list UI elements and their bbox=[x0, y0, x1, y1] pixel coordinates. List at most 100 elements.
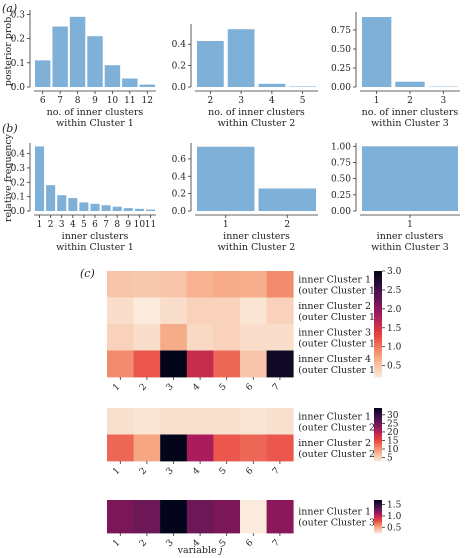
heatmap1-colorbar-segment bbox=[374, 347, 382, 351]
heatmap1-row-label: inner Cluster 4 bbox=[298, 354, 371, 365]
chart6-ytick-label: 0.25 bbox=[331, 191, 351, 201]
heatmap2-xtick-label: 1 bbox=[111, 466, 122, 477]
heatmap1-cell-r4-c3 bbox=[160, 350, 188, 378]
heatmap1-colorbar-segment bbox=[374, 284, 382, 288]
heatmap1-xtick-label: 3 bbox=[165, 382, 176, 393]
heatmap2-colorbar-segment bbox=[374, 425, 382, 427]
chart4-bar-2 bbox=[46, 185, 56, 211]
chart1-bar-11 bbox=[122, 78, 138, 87]
chart3-xlabel-line-1: no. of inner clusters bbox=[362, 107, 459, 118]
chart2-ytick-label: 0.4 bbox=[172, 40, 187, 50]
chart5-xlabel-line-2: within Cluster 2 bbox=[218, 242, 296, 253]
chart4-ytick-label: 0.4 bbox=[11, 150, 26, 160]
chart1-xtick-label: 7 bbox=[57, 96, 63, 106]
heatmap3-colorbar-segment bbox=[374, 529, 382, 531]
heatmap1-cell-r4-c7 bbox=[266, 350, 294, 378]
heatmap3-colorbar-segment bbox=[374, 531, 382, 533]
chart2-xtick-label: 5 bbox=[300, 96, 306, 106]
heatmap2-cell-r1-c4 bbox=[186, 408, 214, 435]
chart5-bar-2 bbox=[258, 188, 316, 211]
heatmap1-row-label: (outer Cluster 1) bbox=[298, 365, 379, 376]
heatmap3-colorbar-segment bbox=[374, 517, 382, 519]
heatmap1-colorbar-segment bbox=[374, 289, 382, 293]
chart4-bar-5 bbox=[79, 202, 89, 211]
heatmap1-colorbar-label: 1.5 bbox=[387, 324, 402, 334]
heatmap2-colorbar-segment bbox=[374, 419, 382, 422]
heatmap1-colorbar-segment bbox=[374, 353, 382, 357]
heatmap3-colorbar-segment bbox=[374, 519, 382, 522]
heatmap2-colorbar-segment bbox=[374, 421, 382, 423]
chart1-xtick-label: 6 bbox=[40, 96, 46, 106]
heatmap1-colorbar-segment bbox=[374, 334, 382, 338]
heatmap3-colorbar-segment bbox=[374, 514, 382, 516]
heatmap1-xtick-label: 4 bbox=[191, 382, 202, 393]
heatmap2-cell-r1-c2 bbox=[133, 408, 161, 435]
chart5-xtick-label: 1 bbox=[223, 220, 229, 230]
heatmap3-cell-r1-c2 bbox=[133, 500, 161, 534]
heatmap1-colorbar-segment bbox=[374, 369, 382, 373]
chart4-xtick-label: 2 bbox=[48, 220, 54, 230]
chart4-xtick-label: 3 bbox=[59, 220, 65, 230]
heatmap3-colorbar-segment bbox=[374, 516, 382, 518]
heatmap1-cell-r3-c7 bbox=[266, 324, 294, 351]
heatmap1-colorbar-segment bbox=[374, 297, 382, 301]
heatmap2-colorbar-segment bbox=[374, 437, 382, 439]
heatmap2-colorbar-segment bbox=[374, 445, 382, 447]
heatmap2-xtick-label: 7 bbox=[271, 466, 282, 477]
chart1-ytick-label: 0.1 bbox=[11, 59, 25, 69]
chart4-bar-7 bbox=[101, 205, 111, 211]
heatmap1-cell-r1-c3 bbox=[160, 271, 188, 298]
heatmap1-colorbar-segment bbox=[374, 329, 382, 333]
chart5-bar-1 bbox=[197, 146, 255, 211]
heatmap1-colorbar-segment bbox=[374, 331, 382, 335]
chart4-bar-9 bbox=[123, 208, 133, 211]
heatmap1-colorbar-segment bbox=[374, 276, 382, 280]
heatmap1-colorbar-segment bbox=[374, 337, 382, 341]
chart4-xtick-label: 4 bbox=[70, 220, 76, 230]
heatmap2-cell-r1-c7 bbox=[266, 408, 294, 435]
chart3-xlabel-line-2: within Cluster 3 bbox=[371, 118, 449, 129]
heatmap2-colorbar-segment bbox=[374, 430, 382, 433]
chart4-bar-3 bbox=[57, 195, 67, 211]
chart5-ytick-label: 0.4 bbox=[172, 172, 187, 182]
chart2-xtick-label: 3 bbox=[238, 96, 244, 106]
heatmap3-colorbar-segment bbox=[374, 509, 382, 512]
heatmap3-colorbar-segment bbox=[374, 510, 382, 512]
heatmap1-cell-r1-c6 bbox=[240, 271, 267, 298]
chart4-ytick-label: 0.1 bbox=[11, 193, 25, 203]
chart4-xtick-label: 11 bbox=[145, 220, 156, 230]
heatmap1-colorbar-label: 2.0 bbox=[387, 305, 402, 315]
heatmap2-colorbar-segment bbox=[374, 417, 382, 419]
chart4-xtick-label: 10 bbox=[134, 220, 146, 230]
heatmap2-row-label: inner Cluster 2 bbox=[298, 438, 371, 449]
heatmap3-xtick-label: 1 bbox=[111, 538, 122, 549]
heatmap1-colorbar-segment bbox=[374, 361, 382, 365]
chart2-xlabel-line-2: within Cluster 2 bbox=[218, 118, 296, 129]
heatmap1-row-label: inner Cluster 1 bbox=[298, 274, 371, 285]
heatmap2-colorbar-segment bbox=[374, 457, 382, 459]
heatmap2-colorbar-segment bbox=[374, 422, 382, 425]
heatmap1-colorbar-segment bbox=[374, 273, 382, 277]
heatmap1-colorbar-label: 0.5 bbox=[387, 362, 402, 372]
heatmap2-cell-r1-c6 bbox=[240, 408, 267, 435]
heatmap1-cell-r2-c6 bbox=[240, 297, 267, 325]
heatmap2-colorbar-segment bbox=[374, 441, 382, 443]
chart1-xtick-label: 8 bbox=[75, 96, 81, 106]
heatmap1-cell-r3-c4 bbox=[186, 324, 214, 351]
chart6-ytick-label: 0.50 bbox=[331, 175, 351, 185]
heatmap1-cell-r3-c2 bbox=[133, 324, 161, 351]
chart2-xlabel-line-1: no. of inner clusters bbox=[208, 107, 305, 118]
heatmap2-colorbar-segment bbox=[374, 429, 382, 431]
chart4-ytick-label: 0.2 bbox=[11, 178, 25, 188]
heatmap2-xtick-label: 4 bbox=[191, 466, 202, 477]
heatmap1-colorbar-segment bbox=[374, 310, 382, 314]
chart3-ytick-label: 0.00 bbox=[331, 83, 351, 93]
chart1-bar-9 bbox=[87, 36, 103, 87]
chart4-xtick-label: 8 bbox=[114, 220, 120, 230]
chart4-xlabel-line-2: within Cluster 1 bbox=[56, 242, 134, 253]
heatmap2-cell-r2-c2 bbox=[133, 434, 161, 462]
chart1-xtick-label: 10 bbox=[107, 96, 119, 106]
chart4-xlabel-line-1: inner clusters bbox=[62, 231, 129, 242]
